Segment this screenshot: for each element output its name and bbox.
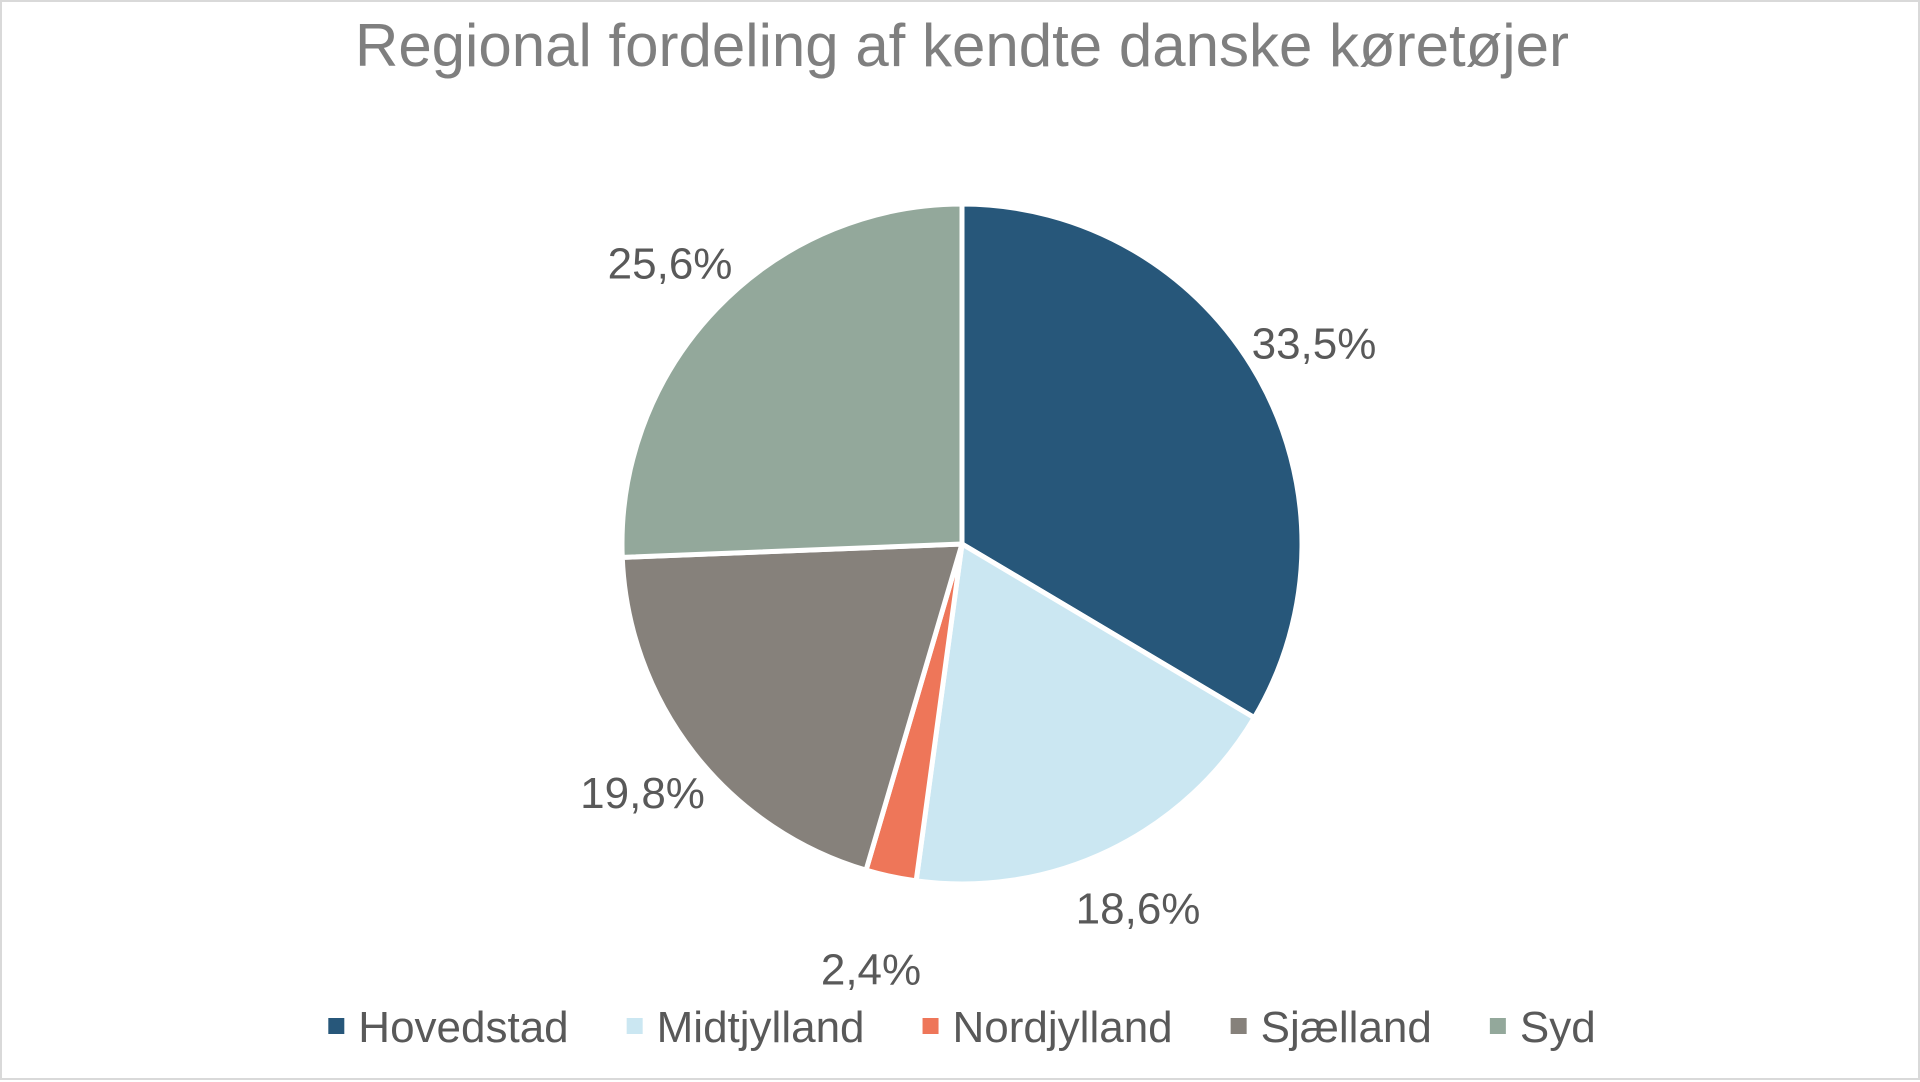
data-label-nordjylland: 2,4% xyxy=(821,945,921,994)
legend-item-syd: Syd xyxy=(1489,1003,1596,1052)
legend-swatch xyxy=(626,1018,643,1034)
legend-label: Syd xyxy=(1520,1003,1596,1052)
legend-item-midtjylland: Midtjylland xyxy=(626,1003,865,1052)
data-label-hovedstad: 33,5% xyxy=(1252,320,1377,369)
legend-label: Midtjylland xyxy=(657,1003,865,1052)
legend-swatch xyxy=(922,1018,939,1034)
legend-swatch xyxy=(1489,1018,1506,1034)
pie-slice-sjaelland xyxy=(619,541,965,873)
legend-item-nordjylland: Nordjylland xyxy=(922,1003,1173,1052)
legend-item-sjaelland: Sjælland xyxy=(1230,1003,1432,1052)
legend-item-hovedstad: Hovedstad xyxy=(328,1003,569,1052)
legend: Hovedstad Midtjylland Nordjylland Sjælland S… xyxy=(328,1003,1596,1052)
legend-swatch xyxy=(328,1018,345,1034)
data-label-sjaelland: 19,8% xyxy=(580,769,705,818)
pie-slices xyxy=(619,201,1305,887)
pie-slice-syd xyxy=(619,201,965,560)
data-label-midtjylland: 18,6% xyxy=(1076,885,1201,934)
data-label-syd: 25,6% xyxy=(608,239,733,288)
legend-swatch xyxy=(1230,1018,1247,1034)
legend-label: Sjælland xyxy=(1261,1003,1432,1052)
chart-title: Regional fordeling af kendte danske køre… xyxy=(355,12,1569,79)
legend-label: Hovedstad xyxy=(358,1003,568,1052)
pie-slice-midtjylland xyxy=(913,541,1257,887)
data-labels: 33,5% 18,6% 2,4% 19,8% 25,6% xyxy=(580,239,1376,994)
pie-slice-hovedstad xyxy=(959,201,1305,721)
legend-label: Nordjylland xyxy=(953,1003,1173,1052)
